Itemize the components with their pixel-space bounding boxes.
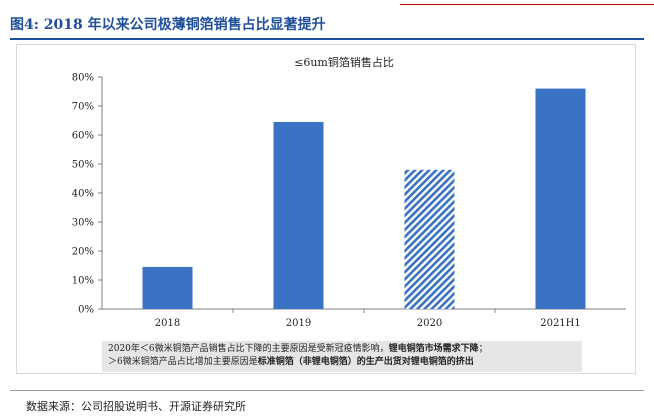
note-line-2-text: ＞6微米铜箔产品占比增加主要原因是 (108, 357, 258, 367)
note-line-1-text: 2020年＜6微米铜箔产品销售占比下降的主要原因是受新冠疫情影响， (108, 344, 389, 354)
y-tick-label: 60% (72, 131, 94, 142)
x-tick-label: 2020 (417, 318, 442, 329)
y-tick-label: 50% (72, 160, 94, 171)
y-tick-label: 30% (72, 218, 94, 229)
note-line-1-end: ； (478, 344, 488, 354)
y-tick-label: 10% (72, 276, 94, 287)
note-box: 2020年＜6微米铜箔产品销售占比下降的主要原因是受新冠疫情影响，锂电铜箔市场需… (102, 341, 582, 372)
header-rule-stub (400, 0, 654, 5)
bar-2021h1 (535, 88, 586, 309)
y-tick-label: 40% (72, 189, 94, 200)
x-tick-label: 2019 (286, 318, 311, 329)
chart-title: ≤6um铜箔销售占比 (294, 55, 394, 69)
note-line-1-emphasis: 锂电铜箔市场需求下降 (388, 344, 479, 354)
figure-title: 图4: 2018 年以来公司极薄铜箔销售占比显著提升 (10, 17, 326, 33)
y-tick-label: 80% (72, 73, 94, 84)
bars (142, 88, 586, 309)
x-axis: 2018 2019 2020 2021H1 (102, 308, 626, 329)
bar-2019 (273, 121, 324, 309)
bar-2020 (404, 169, 455, 309)
y-tick-label: 20% (72, 247, 94, 258)
note-line-2: ＞6微米铜箔产品占比增加主要原因是标准铜箔（非锂电铜箔）的生产出货对锂电铜箔的挤… (108, 356, 576, 369)
y-axis: 0% 10% 20% 30% 40% 50% 60% 70% 80% (72, 73, 103, 316)
note-line-1: 2020年＜6微米铜箔产品销售占比下降的主要原因是受新冠疫情影响，锂电铜箔市场需… (108, 343, 576, 356)
y-tick-label: 0% (78, 305, 94, 316)
x-tick-label: 2018 (155, 318, 180, 329)
bar-2018 (142, 266, 193, 309)
source-rule (10, 390, 644, 391)
y-tick-label: 70% (72, 102, 94, 113)
figure-frame (16, 44, 636, 374)
title-rule (10, 38, 644, 40)
source-text: 数据来源：公司招股说明书、开源证券研究所 (26, 400, 246, 413)
bar-chart: ≤6um铜箔销售占比 0% 10% 20% 30% 40% 50% 60% 70% 80% 20… (72, 55, 626, 329)
x-tick-label: 2021H1 (540, 318, 581, 329)
note-line-2-emphasis: 标准铜箔（非锂电铜箔）的生产出货对锂电铜箔的挤出 (257, 357, 474, 367)
